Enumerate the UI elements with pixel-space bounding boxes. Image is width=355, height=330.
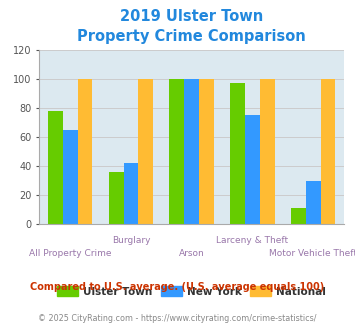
Title: 2019 Ulster Town
Property Crime Comparison: 2019 Ulster Town Property Crime Comparis… <box>77 9 306 44</box>
Bar <box>184 79 199 224</box>
Bar <box>78 79 92 224</box>
Bar <box>245 115 260 224</box>
Text: © 2025 CityRating.com - https://www.cityrating.com/crime-statistics/: © 2025 CityRating.com - https://www.city… <box>38 314 317 323</box>
Bar <box>169 79 184 224</box>
Bar <box>260 79 275 224</box>
Text: Larceny & Theft: Larceny & Theft <box>217 236 289 245</box>
Text: All Property Crime: All Property Crime <box>29 249 111 258</box>
Bar <box>321 79 335 224</box>
Bar <box>306 181 321 224</box>
Bar <box>138 79 153 224</box>
Bar <box>124 163 138 224</box>
Bar <box>291 208 306 224</box>
Bar <box>230 83 245 224</box>
Text: Compared to U.S. average. (U.S. average equals 100): Compared to U.S. average. (U.S. average … <box>31 282 324 292</box>
Bar <box>199 79 214 224</box>
Bar <box>63 130 78 224</box>
Bar <box>48 111 63 224</box>
Text: Motor Vehicle Theft: Motor Vehicle Theft <box>269 249 355 258</box>
Bar <box>109 172 124 224</box>
Legend: Ulster Town, New York, National: Ulster Town, New York, National <box>53 282 330 301</box>
Text: Burglary: Burglary <box>112 236 150 245</box>
Text: Arson: Arson <box>179 249 204 258</box>
